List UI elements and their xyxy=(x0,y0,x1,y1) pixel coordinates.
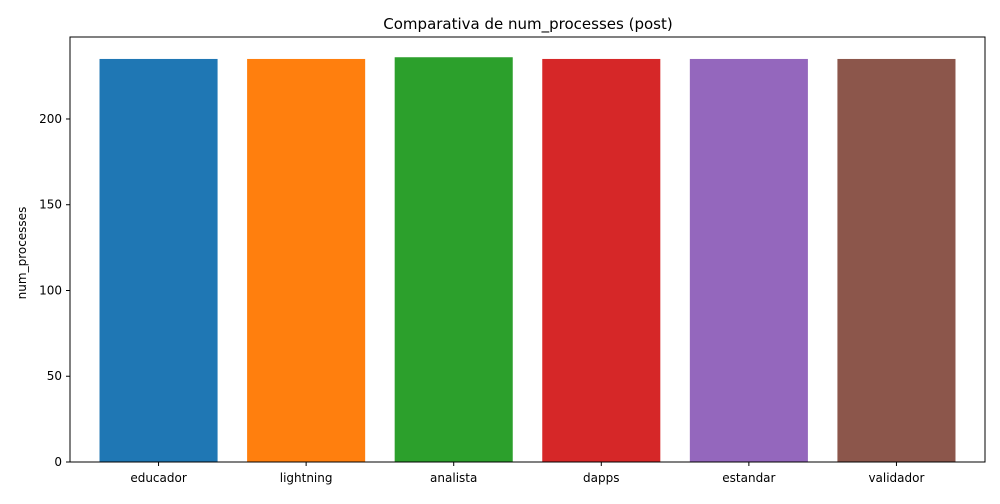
bar-educador xyxy=(99,58,218,463)
x-tick-label: educador xyxy=(130,471,187,485)
bar-analista xyxy=(394,57,513,462)
bar-lightning xyxy=(247,58,366,463)
y-tick-label: 50 xyxy=(47,369,62,383)
x-tick-label: analista xyxy=(430,471,477,485)
y-tick-label: 0 xyxy=(54,455,62,469)
y-tick-label: 100 xyxy=(39,283,62,297)
x-tick-label: dapps xyxy=(583,471,619,485)
x-tick-label: lightning xyxy=(280,471,333,485)
y-axis-label: num_processes xyxy=(15,207,29,300)
bar-validador xyxy=(837,58,956,463)
bar-estandar xyxy=(689,58,808,463)
bar-dapps xyxy=(542,58,661,463)
axes-frame xyxy=(69,36,986,463)
chart-title: Comparativa de num_processes (post) xyxy=(383,15,672,34)
y-tick-label: 200 xyxy=(39,112,62,126)
x-tick-label: estandar xyxy=(722,471,775,485)
y-tick-label: 150 xyxy=(39,198,62,212)
x-tick-label: validador xyxy=(868,471,924,485)
plot-area: educador lightning analista dapps estandar va… xyxy=(39,36,986,485)
